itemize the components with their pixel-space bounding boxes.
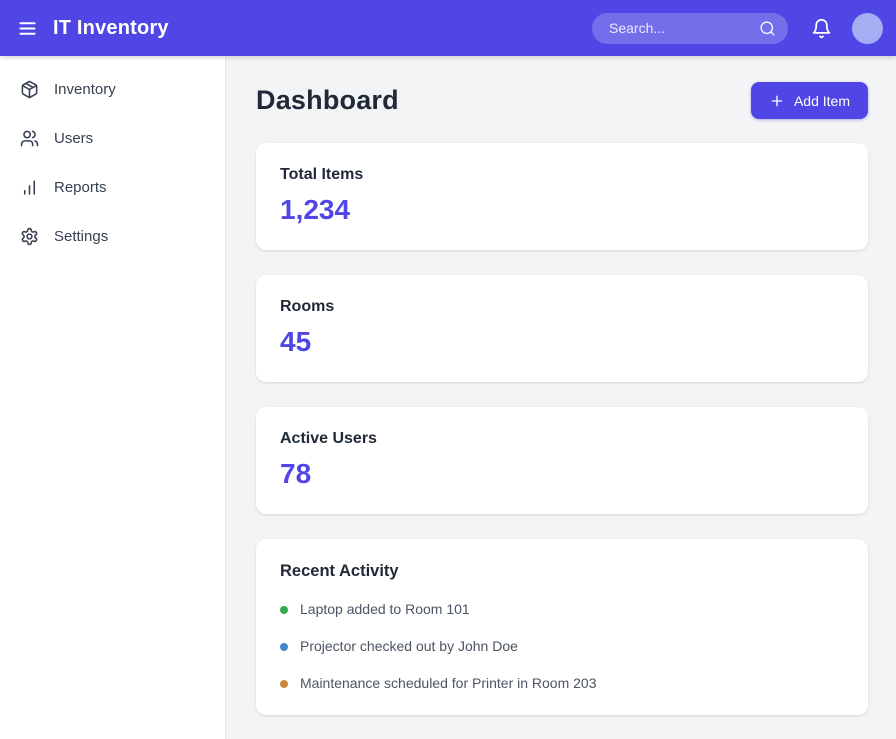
stat-label: Active Users (280, 430, 377, 447)
package-icon (20, 80, 39, 99)
activity-item: Projector checked out by John Doe (280, 638, 844, 655)
stat-label: Rooms (280, 298, 335, 315)
activity-item: Laptop added to Room 101 (280, 601, 844, 618)
activity-text: Laptop added to Room 101 (300, 601, 470, 617)
sidebar-item-label: Settings (54, 228, 109, 245)
activity-item: Maintenance scheduled for Printer in Roo… (280, 675, 844, 692)
add-item-label: Add Item (793, 92, 850, 109)
main-content: Dashboard Add Item Total Items 1,234 Roo… (226, 56, 896, 739)
users-icon (20, 129, 39, 148)
activity-dot-blue (280, 642, 288, 651)
sidebar-item-reports[interactable]: Reports (0, 163, 225, 212)
search-box[interactable] (592, 12, 788, 44)
stat-card-total-items: Total Items 1,234 (256, 143, 868, 250)
stat-card-active-users: Active Users 78 (256, 407, 868, 514)
plus-icon (769, 93, 785, 109)
app-body: Inventory Users Reports Settings (0, 56, 896, 739)
stat-value: 1,234 (280, 194, 351, 225)
app-title: IT Inventory (53, 16, 169, 39)
activity-dot-orange (280, 679, 288, 688)
add-item-button[interactable]: Add Item (750, 82, 868, 119)
sidebar-item-label: Users (54, 130, 94, 147)
sidebar-item-users[interactable]: Users (0, 114, 225, 163)
search-input[interactable] (607, 19, 759, 37)
activity-text: Projector checked out by John Doe (300, 638, 518, 654)
sidebar-item-inventory[interactable]: Inventory (0, 65, 225, 114)
sidebar-item-settings[interactable]: Settings (0, 212, 225, 261)
notifications-button[interactable] (811, 18, 832, 39)
activity-dot-green (280, 605, 288, 614)
top-bar: IT Inventory (0, 0, 896, 56)
activity-list: Laptop added to Room 101 Projector check… (280, 601, 844, 692)
sidebar-item-label: Inventory (54, 81, 116, 98)
gear-icon (20, 227, 39, 246)
search-icon (759, 20, 776, 37)
page-title: Dashboard (256, 85, 399, 115)
stat-label: Total Items (280, 166, 364, 183)
recent-activity-title: Recent Activity (280, 562, 399, 580)
bar-chart-icon (20, 178, 39, 197)
hamburger-icon (17, 18, 38, 39)
stat-card-rooms: Rooms 45 (256, 275, 868, 382)
stat-value: 45 (280, 326, 312, 357)
stat-value: 78 (280, 458, 312, 489)
avatar[interactable] (852, 12, 883, 44)
recent-activity-card: Recent Activity Laptop added to Room 101… (256, 539, 868, 715)
sidebar-item-label: Reports (54, 179, 107, 196)
bell-icon (811, 18, 832, 39)
main-header: Dashboard Add Item (256, 82, 868, 119)
activity-text: Maintenance scheduled for Printer in Roo… (300, 675, 597, 691)
menu-button[interactable] (13, 14, 41, 42)
sidebar: Inventory Users Reports Settings (0, 56, 226, 739)
